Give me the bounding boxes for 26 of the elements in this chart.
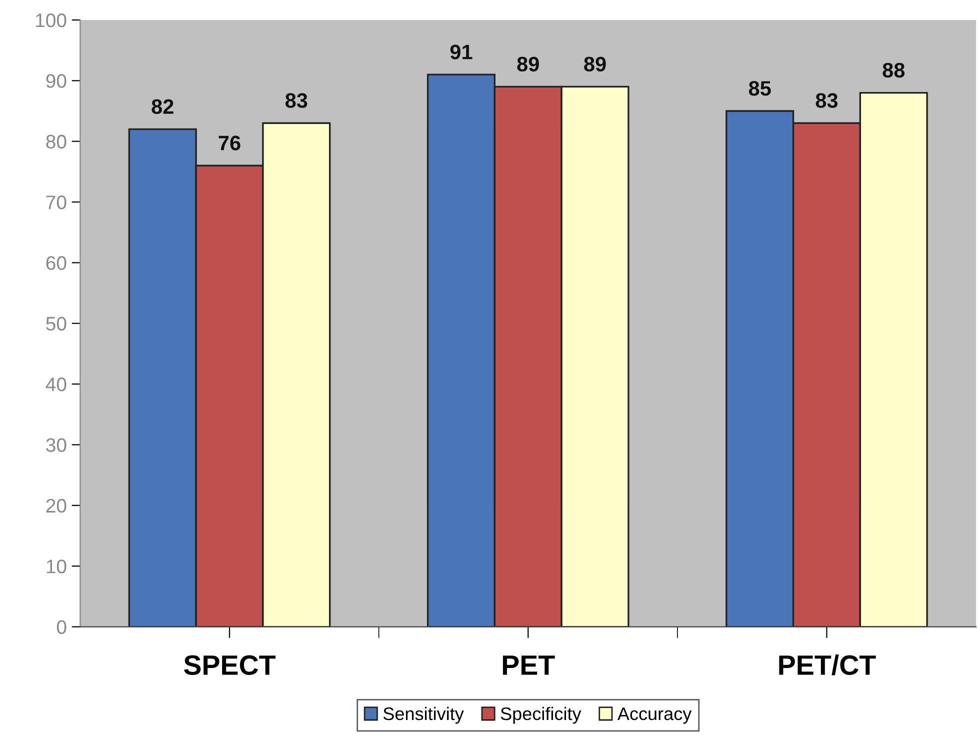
x-tick-label: PET/CT — [779, 654, 876, 676]
x-tick-label: PET — [502, 656, 555, 675]
y-tick-label: 20 — [46, 498, 66, 513]
data-label: 83 — [285, 93, 308, 108]
data-label: 82 — [152, 99, 174, 114]
y-tick-label: 70 — [46, 195, 66, 210]
data-label: 83 — [816, 93, 838, 108]
data-label: 88 — [882, 62, 905, 78]
y-tick-label: 40 — [46, 378, 66, 392]
y-tick-label: 10 — [46, 560, 66, 574]
y-tick-label: 50 — [46, 316, 66, 331]
y-tick-label: 100 — [36, 13, 66, 28]
data-label: 76 — [218, 136, 240, 150]
y-tick-label: 0 — [56, 620, 66, 634]
data-label: 89 — [584, 56, 606, 72]
x-tick-label: SPECT — [184, 655, 276, 675]
data-label: 85 — [748, 81, 771, 96]
y-tick-label: 60 — [46, 256, 66, 270]
data-label: 91 — [450, 44, 472, 60]
legend-label: Sensitivity — [383, 706, 464, 724]
y-tick-label: 80 — [46, 134, 66, 149]
legend-label: Specificity — [500, 706, 582, 724]
data-label: 89 — [517, 56, 539, 72]
y-tick-label: 90 — [46, 74, 66, 88]
y-tick-label: 30 — [46, 438, 66, 452]
legend-label: Accuracy — [617, 708, 692, 724]
